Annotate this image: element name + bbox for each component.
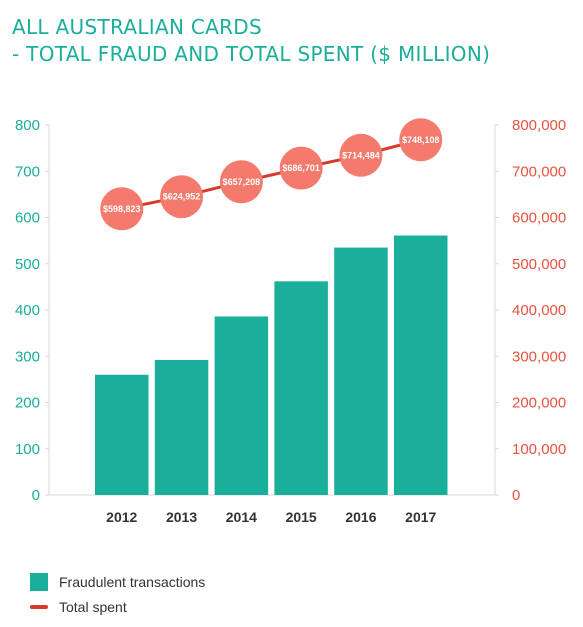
bars: [95, 235, 448, 495]
marker-2016: [339, 133, 383, 177]
legend-item-total-spent: Total spent: [30, 596, 205, 618]
marker-2017: [399, 118, 443, 162]
bar-2014: [214, 316, 269, 495]
marker-2013: [160, 175, 204, 219]
data-label-2013: $624,952: [163, 192, 201, 202]
left-tick-label: 0: [32, 487, 40, 504]
right-tick-label: 400,000: [512, 302, 566, 319]
combo-chart: 0 100 200 300 400 500 600 700 800 0 100,000 200,00…: [15, 117, 566, 525]
legend-swatch-bar: [30, 573, 48, 591]
marker-2014: [219, 160, 263, 204]
right-tick-label: 300,000: [512, 348, 566, 365]
left-tick-label: 700: [15, 163, 40, 180]
left-tick-label: 200: [15, 395, 40, 412]
x-axis-ticks: 2012 2013 2014 2015 2016 2017: [106, 509, 436, 525]
right-tick-label: 200,000: [512, 395, 566, 412]
right-tick-label: 0: [512, 487, 520, 504]
left-tick-label: 100: [15, 441, 40, 458]
data-label-2017: $748,108: [402, 135, 440, 145]
right-tick-label: 700,000: [512, 163, 566, 180]
left-tick-label: 300: [15, 348, 40, 365]
right-axis-ticks: 0 100,000 200,000 300,000 400,000 500,000 600,…: [495, 117, 566, 504]
legend-item-fraudulent-transactions: Fraudulent transactions: [30, 571, 205, 593]
x-tick-label-2013: 2013: [166, 509, 197, 525]
right-tick-label: 500,000: [512, 256, 566, 273]
legend: Fraudulent transactions Total spent: [30, 571, 205, 621]
bar-2017: [394, 235, 448, 495]
left-tick-label: 600: [15, 210, 40, 227]
left-axis-ticks: 0 100 200 300 400 500 600 700 800: [15, 117, 49, 504]
bar-2013: [154, 359, 209, 495]
data-label-2014: $657,208: [223, 177, 261, 187]
chart-title-line-2: - TOTAL FRAUD AND TOTAL SPENT ($ MILLION…: [12, 42, 491, 66]
marker-2015: [279, 146, 323, 190]
legend-label-fraudulent-transactions: Fraudulent transactions: [59, 574, 206, 590]
bar-2012: [95, 374, 149, 495]
chart-title: ALL AUSTRALIAN CARDS - TOTAL FRAUD AND T…: [12, 14, 490, 68]
bar-2015: [274, 281, 328, 495]
data-label-2012: $598,823: [103, 204, 141, 214]
right-tick-label: 800,000: [512, 117, 566, 134]
x-tick-label-2017: 2017: [405, 509, 436, 525]
left-tick-label: 400: [15, 302, 40, 319]
x-tick-label-2016: 2016: [345, 509, 376, 525]
bar-2016: [334, 247, 388, 495]
legend-label-total-spent: Total spent: [59, 599, 127, 615]
marker-2012: [100, 187, 144, 231]
x-tick-label-2012: 2012: [106, 509, 137, 525]
x-tick-label-2014: 2014: [226, 509, 257, 525]
data-label-2015: $686,701: [282, 163, 320, 173]
total-spent-markers: $598,823 $624,952 $657,208 $686,701 $714,484…: [100, 118, 443, 231]
x-tick-label-2015: 2015: [286, 509, 317, 525]
legend-swatch-line: [30, 605, 48, 609]
right-tick-label: 100,000: [512, 441, 566, 458]
right-tick-label: 600,000: [512, 210, 566, 227]
left-tick-label: 800: [15, 117, 40, 134]
chart-title-line-1: ALL AUSTRALIAN CARDS: [12, 15, 263, 39]
data-label-2016: $714,484: [342, 150, 380, 160]
left-tick-label: 500: [15, 256, 40, 273]
